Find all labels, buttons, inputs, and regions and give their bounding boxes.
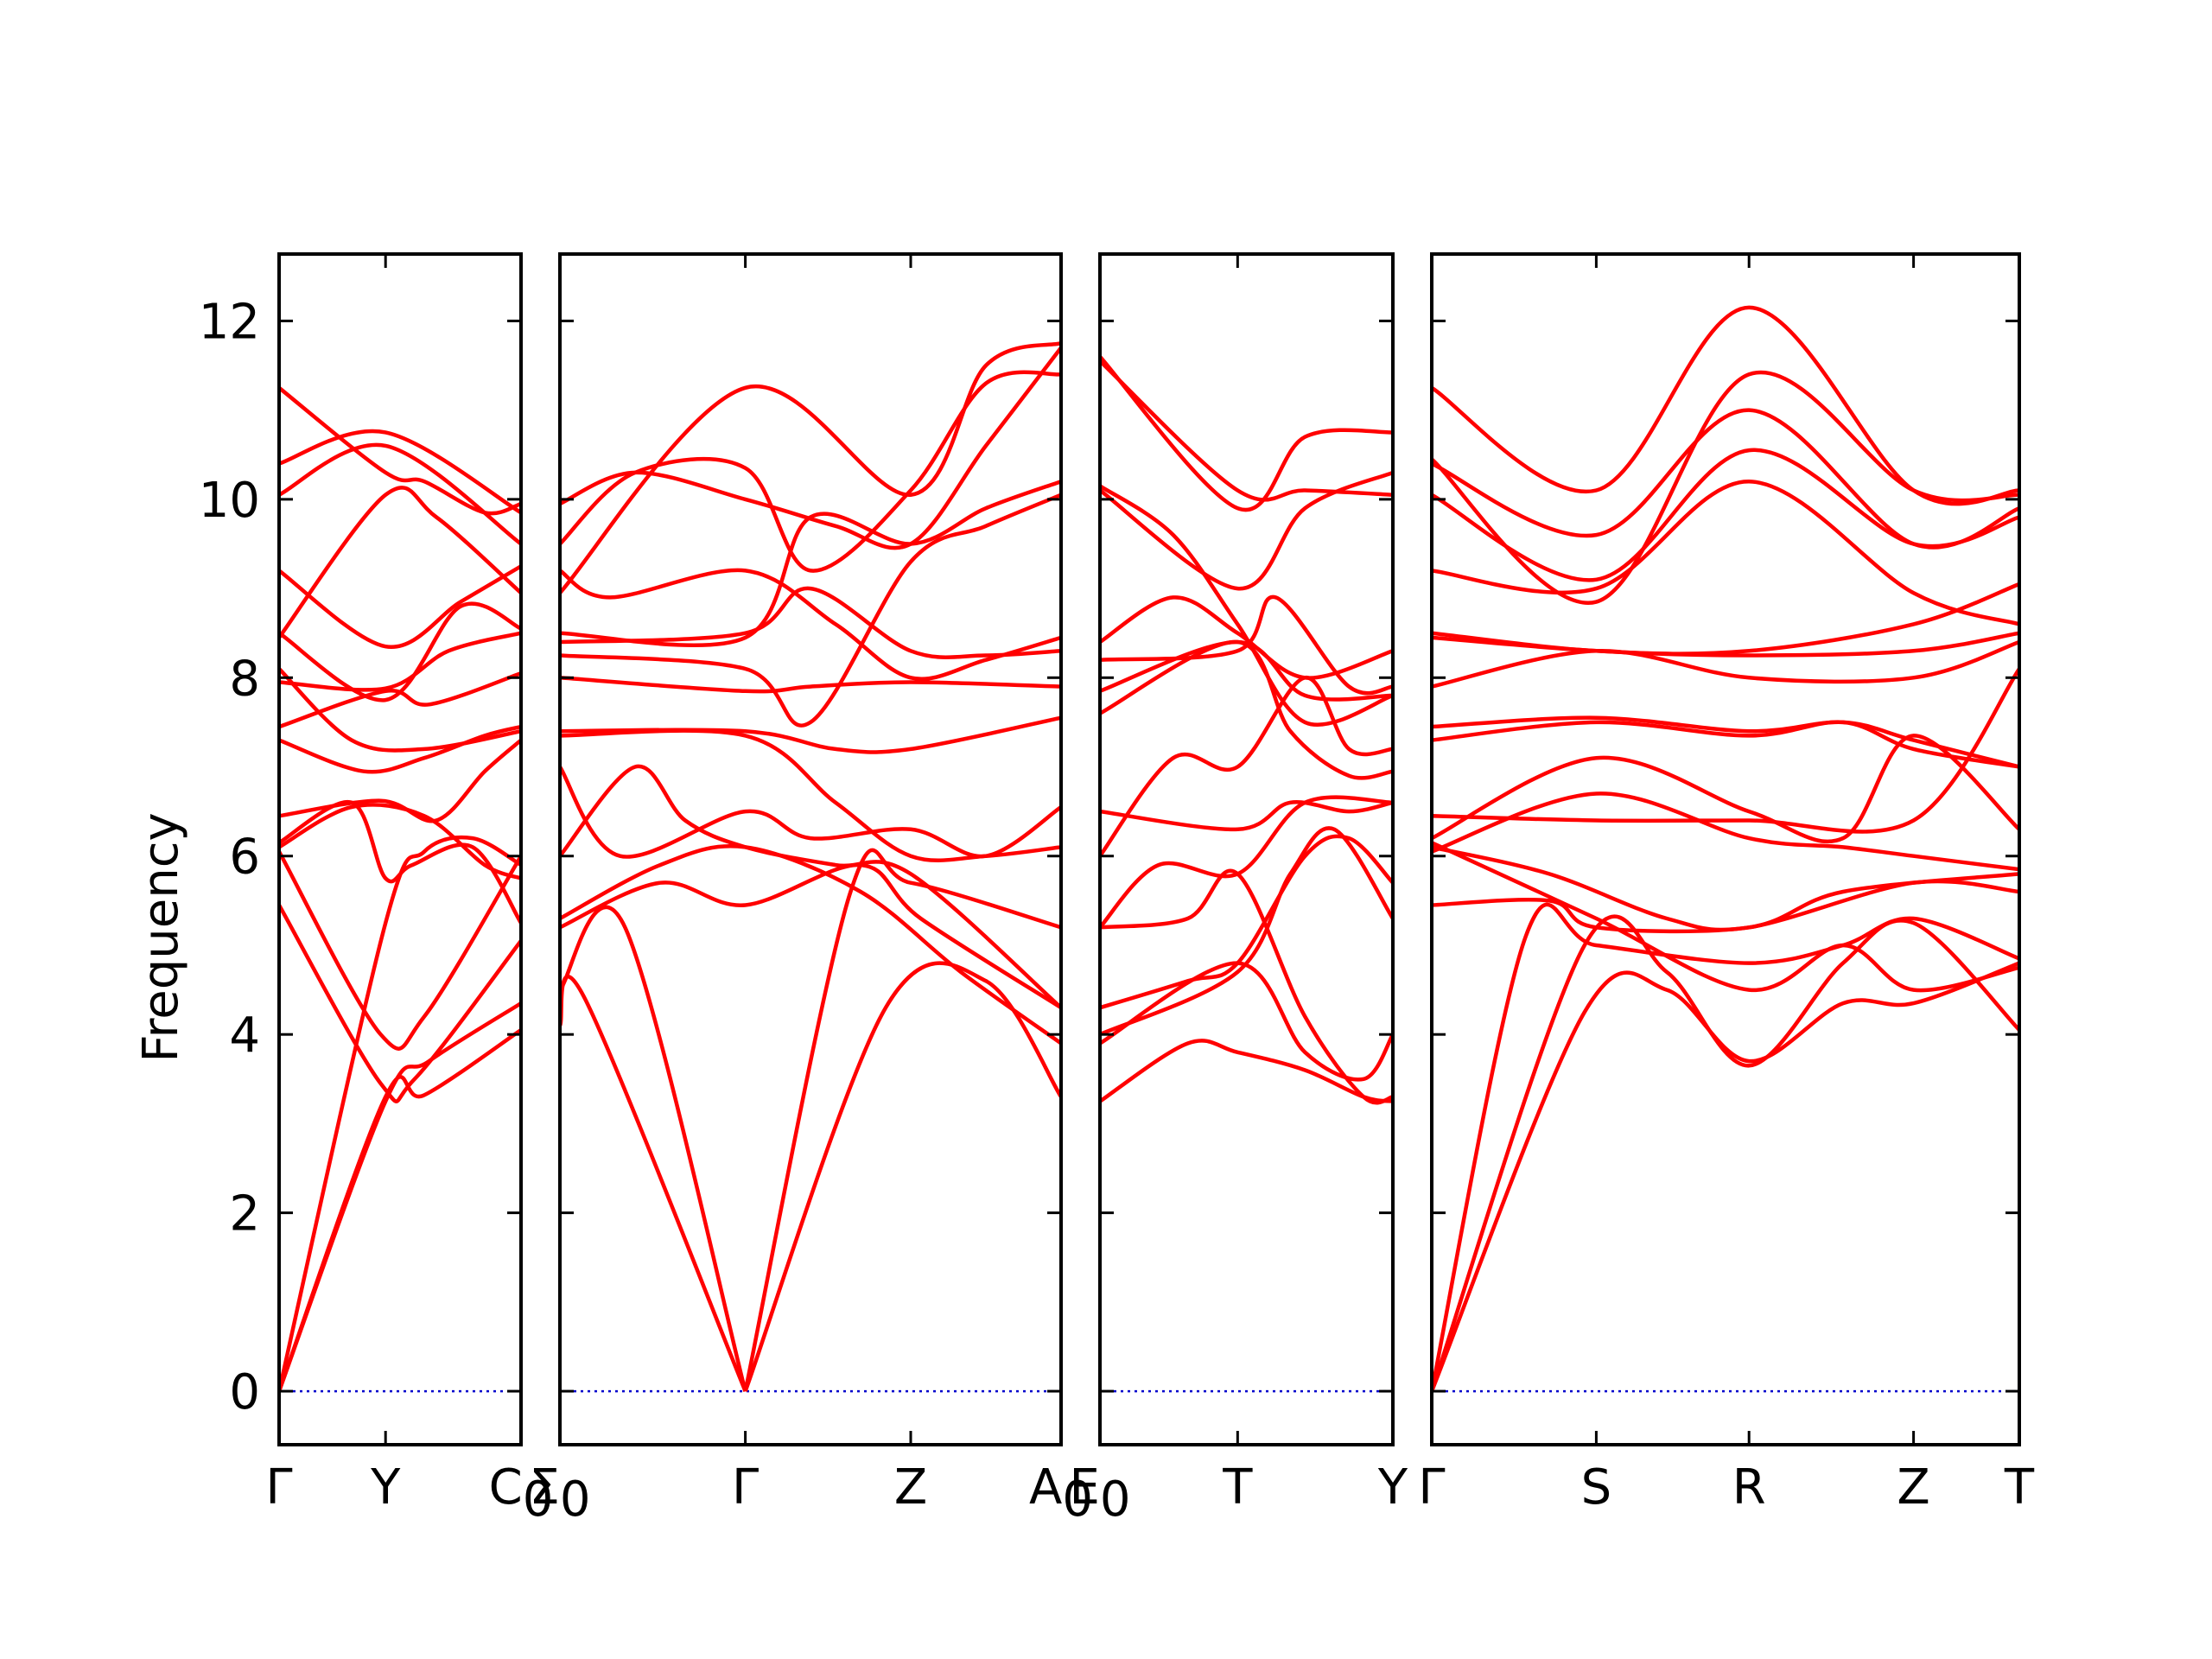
band-curve <box>1100 594 1393 696</box>
x-tick-label: Y <box>1377 1459 1408 1516</box>
x-tick-label: Γ <box>732 1459 759 1516</box>
band-curve <box>560 346 1061 550</box>
y-axis-label: Frequency <box>133 812 189 1062</box>
band-curve <box>279 904 521 1103</box>
panel-2: Σ0 Γ Z A0 <box>529 252 1093 1528</box>
band-curve <box>1100 639 1393 780</box>
x-tick-label: Z <box>1897 1459 1929 1516</box>
x-tick-label: E0 <box>1069 1459 1130 1528</box>
band-curve <box>1100 355 1393 512</box>
band-curve <box>560 493 1061 728</box>
band-curve <box>1100 676 1393 858</box>
band-curve <box>279 850 521 1051</box>
band-curve <box>1432 720 2019 769</box>
x-tick-label: Γ <box>1418 1459 1445 1516</box>
x-tick-label: Z <box>894 1459 927 1516</box>
band-curve <box>279 486 521 639</box>
band-curve <box>279 803 521 880</box>
x-tick-label: Y <box>370 1459 401 1516</box>
panel-frame <box>558 252 1063 1446</box>
y-tick-label: 10 <box>199 473 260 529</box>
band-curve <box>1432 902 2019 1392</box>
band-curve <box>1100 795 1393 929</box>
band-curve <box>560 975 747 1392</box>
band-curve <box>1432 961 2019 1392</box>
bands-group <box>1432 305 2019 1392</box>
panel-frame <box>1430 252 2021 1446</box>
band-curve <box>560 568 1061 681</box>
band-curve <box>279 799 521 925</box>
y-tick-label: 6 <box>229 830 260 886</box>
bands-group <box>560 341 1061 1392</box>
band-curve <box>560 676 1061 694</box>
y-tick-label: 8 <box>229 651 260 707</box>
band-curve <box>743 848 1061 1392</box>
y-tick-label: 2 <box>229 1186 260 1243</box>
x-tick-label: C0 <box>489 1459 554 1528</box>
band-curve <box>1100 961 1393 1082</box>
x-tick-label: T <box>2004 1459 2035 1516</box>
band-curve <box>560 843 1061 1046</box>
panel-3: E0 T Y <box>1069 252 1408 1528</box>
band-curve <box>1100 868 1393 1105</box>
band-curve <box>279 442 521 546</box>
band-curve <box>1432 715 2019 769</box>
band-curve <box>1432 667 2019 834</box>
band-curve <box>1432 845 2019 932</box>
band-curve <box>560 341 1061 594</box>
band-curve <box>279 564 521 649</box>
panel-frame <box>1098 252 1395 1446</box>
band-curve <box>560 715 1061 754</box>
band-curve <box>560 728 1061 862</box>
band-curve <box>1100 484 1393 727</box>
band-curve <box>1100 1039 1393 1103</box>
panel-frame <box>277 252 523 1446</box>
bands-group <box>1100 355 1393 1105</box>
band-curve <box>743 961 1061 1392</box>
x-tick-label: Σ0 <box>529 1459 590 1528</box>
band-curve <box>1432 734 2019 844</box>
x-tick-label: A0 <box>1029 1459 1093 1528</box>
band-curve <box>1432 872 2019 934</box>
band-curve <box>1100 595 1393 680</box>
bands-group <box>279 386 521 1392</box>
y-tick-label: 0 <box>229 1364 260 1421</box>
y-tick-label: 4 <box>229 1007 260 1064</box>
band-curve <box>560 862 1061 1010</box>
band-curve <box>279 601 521 702</box>
band-curve <box>279 724 521 774</box>
band-curve <box>279 671 521 729</box>
band-curve <box>1100 834 1393 1010</box>
band-curve <box>1432 914 2019 1392</box>
y-tick-label: 12 <box>199 294 260 350</box>
x-tick-label: Γ <box>265 1459 292 1516</box>
band-curve <box>1432 305 2019 506</box>
band-curve <box>1432 408 2019 550</box>
band-curve <box>1432 582 2019 656</box>
x-tick-label: R <box>1732 1459 1766 1516</box>
panel-1: 0 2 4 6 8 10 12 Γ Y C0 <box>199 252 554 1528</box>
band-curve <box>560 905 747 1392</box>
band-curve <box>1432 791 2019 872</box>
x-tick-label: T <box>1222 1459 1253 1516</box>
band-curve <box>279 667 521 753</box>
band-curve <box>1100 470 1393 591</box>
band-curve <box>560 480 1061 647</box>
band-curve <box>1432 841 2019 993</box>
band-curve <box>1100 826 1393 1037</box>
band-curve <box>1432 479 2019 626</box>
band-curve <box>279 1028 521 1392</box>
band-curve <box>1432 639 2019 689</box>
band-curve <box>1100 639 1393 702</box>
band-curve <box>279 429 521 515</box>
x-tick-label: S <box>1581 1459 1612 1516</box>
band-curve <box>279 1001 521 1392</box>
band-curve <box>279 386 521 516</box>
band-curve <box>1100 800 1393 832</box>
band-curve <box>560 586 1061 659</box>
band-curve <box>560 764 1061 1009</box>
